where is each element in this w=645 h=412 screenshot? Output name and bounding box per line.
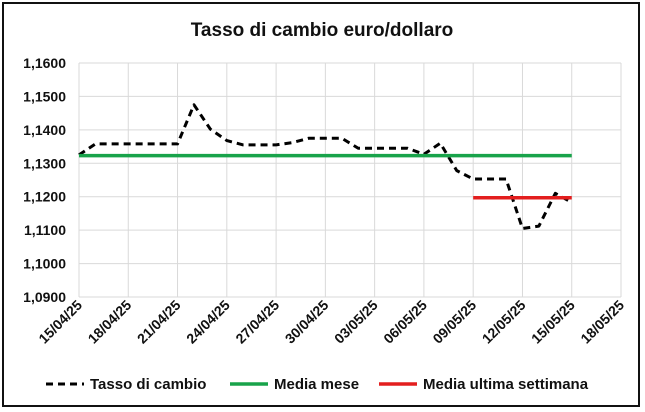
y-tick-label: 1,1100 <box>24 222 66 238</box>
x-tick-label: 15/05/25 <box>528 297 578 347</box>
x-tick-label: 27/04/25 <box>232 297 282 347</box>
chart-title: Tasso di cambio euro/dollaro <box>191 20 454 41</box>
legend-label-3: Media ultima settimana <box>423 376 589 393</box>
chart-frame <box>2 2 640 407</box>
legend: Tasso di cambio Media mese Media ultima se… <box>46 376 589 393</box>
y-tick-label: 1,1300 <box>23 155 66 171</box>
x-tick-label: 03/05/25 <box>331 297 381 347</box>
x-tick-label: 21/04/25 <box>134 297 184 347</box>
legend-label-1: Tasso di cambio <box>90 376 206 393</box>
x-tick-label: 09/05/25 <box>429 297 479 347</box>
y-tick-label: 1,1500 <box>23 88 66 104</box>
y-tick-label: 1,1200 <box>23 189 66 205</box>
legend-label-2: Media mese <box>274 376 359 393</box>
plot-area: 1,1600 1,1500 1,1400 1,1300 1,1200 1,1100 1,10… <box>23 55 627 347</box>
x-tick-label: 06/05/25 <box>380 297 430 347</box>
y-tick-label: 1,1000 <box>23 256 66 272</box>
y-tick-label: 1,1600 <box>23 55 66 71</box>
y-tick-label: 1,1400 <box>23 122 66 138</box>
series-line-1 <box>78 103 573 230</box>
x-tick-label: 30/04/25 <box>282 297 332 347</box>
x-tick-label: 18/04/25 <box>85 297 135 347</box>
x-tick-label: 18/05/25 <box>577 297 627 347</box>
x-tick-label: 24/04/25 <box>183 297 233 347</box>
y-tick-label: 1,0900 <box>23 289 66 305</box>
x-tick-label: 12/05/25 <box>479 297 529 347</box>
